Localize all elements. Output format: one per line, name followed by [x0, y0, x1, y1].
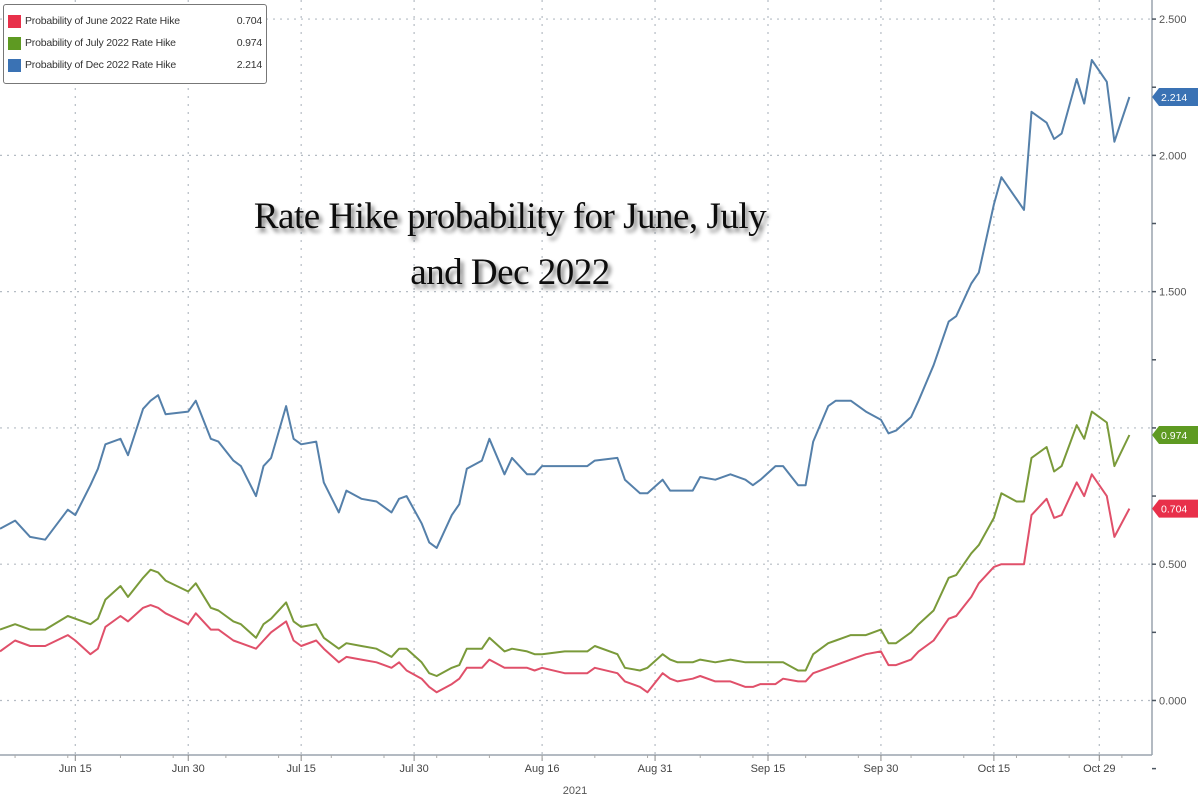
y-tick-label: 2.500: [1159, 14, 1187, 26]
series-line-1: [0, 410, 1131, 677]
legend-label: Probability of July 2022 Rate Hike: [25, 37, 176, 49]
last-value-tags: 0.704 0.974 2.214: [1152, 88, 1198, 518]
legend-value: 2.214: [236, 59, 262, 71]
legend-label: Probability of June 2022 Rate Hike: [25, 15, 180, 27]
axes: [0, 0, 1153, 756]
x-tick-label: Oct 29: [1083, 763, 1115, 775]
x-tick-label: Sep 15: [751, 763, 786, 775]
last-value-label: 0.974: [1161, 430, 1187, 442]
legend-value: 0.974: [236, 37, 262, 49]
y-tick-label: 2.000: [1159, 150, 1187, 162]
x-tick-label: Jul 30: [399, 763, 428, 775]
legend-swatch-dec: [8, 58, 21, 72]
last-value-label: 2.214: [1161, 92, 1187, 104]
last-value-tag: [1152, 499, 1198, 518]
gridlines: [0, 0, 1152, 755]
x-tick-label: Oct 15: [978, 763, 1010, 775]
y-tick-label: 0.000: [1159, 695, 1187, 707]
last-value-tag: [1152, 88, 1198, 107]
legend: Probability of June 2022 Rate Hike 0.704…: [3, 4, 267, 84]
legend-value: 0.704: [236, 15, 262, 27]
chart-title-line-2: and Dec 2022: [410, 252, 610, 293]
legend-item-july: Probability of July 2022 Rate Hike 0.974: [8, 32, 262, 54]
x-tick-label: Jul 15: [286, 763, 315, 775]
legend-item-june: Probability of June 2022 Rate Hike 0.704: [8, 10, 262, 32]
y-tick-label: 1.500: [1159, 287, 1187, 299]
x-tick-label: Aug 31: [638, 763, 673, 775]
legend-swatch-july: [8, 36, 21, 50]
series-lines: [0, 59, 1131, 694]
legend-label: Probability of Dec 2022 Rate Hike: [25, 59, 176, 71]
x-ticks: Jun 15 Jun 30 Jul 15 Jul 30 Aug 16 Aug 31 Sep …: [14, 755, 1123, 775]
y-ticks: 2.500 2.000 1.500 0.500 0.000: [1152, 14, 1187, 770]
chart-title-line-1: Rate Hike probability for June, July: [254, 196, 767, 237]
y-tick-label: 0.500: [1159, 559, 1187, 571]
x-axis-year-label: 2021: [563, 785, 587, 797]
legend-item-dec: Probability of Dec 2022 Rate Hike 2.214: [8, 54, 262, 76]
chart-title: Rate Hike probability for June, July and…: [254, 196, 768, 293]
last-value-tag: [1152, 426, 1198, 445]
x-tick-label: Aug 16: [525, 763, 560, 775]
x-tick-label: Jun 15: [59, 763, 92, 775]
legend-swatch-june: [8, 14, 21, 28]
series-line-2: [0, 59, 1131, 549]
series-line-0: [0, 473, 1131, 694]
x-tick-label: Sep 30: [864, 763, 899, 775]
x-tick-label: Jun 30: [172, 763, 205, 775]
last-value-label: 0.704: [1161, 504, 1187, 516]
